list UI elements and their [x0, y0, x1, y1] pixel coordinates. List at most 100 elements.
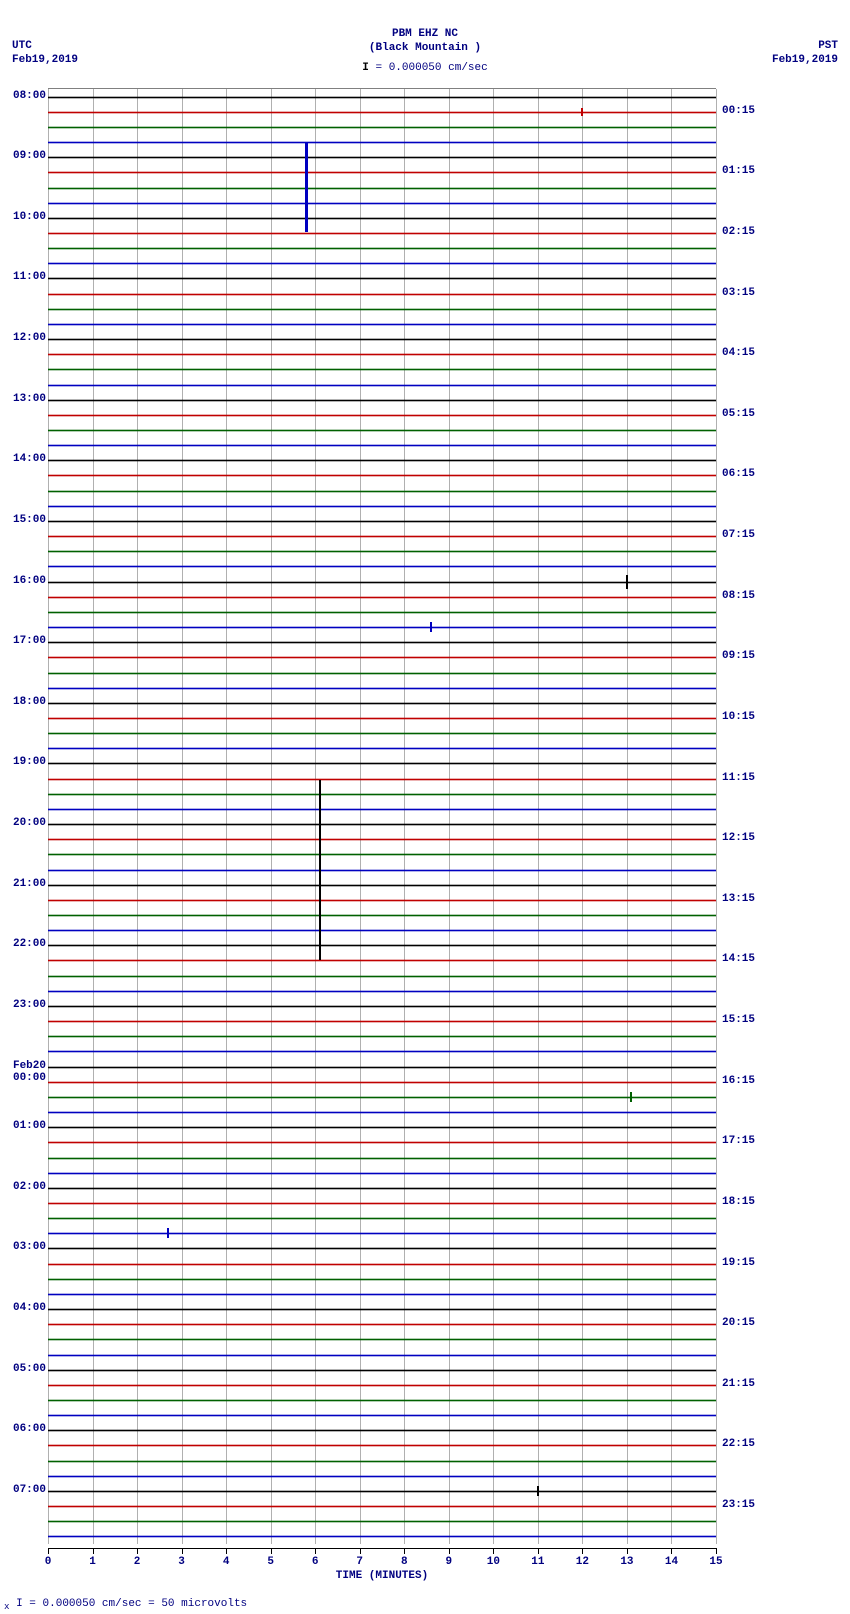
seismic-trace: [48, 1476, 716, 1477]
x-tick-label: 13: [620, 1556, 633, 1568]
seismic-trace: [48, 566, 716, 567]
seismic-trace: [48, 1430, 716, 1431]
x-tick-label: 1: [89, 1556, 96, 1568]
seismic-trace: [48, 1112, 716, 1113]
utc-label: 05:00: [0, 1363, 46, 1375]
utc-label: 07:00: [0, 1484, 46, 1496]
x-tick-label: 15: [709, 1556, 722, 1568]
seismic-trace: [48, 809, 716, 810]
seismic-spike: [537, 1486, 539, 1496]
seismic-trace: [48, 1173, 716, 1174]
pst-label: 05:15: [722, 408, 755, 420]
x-axis-line: [48, 1548, 716, 1549]
gridline: [360, 89, 361, 1544]
seismic-trace: [48, 900, 716, 901]
seismic-spike: [430, 622, 432, 632]
utc-label: 22:00: [0, 938, 46, 950]
pst-label: 10:15: [722, 711, 755, 723]
seismic-trace: [48, 748, 716, 749]
utc-label: 23:00: [0, 999, 46, 1011]
seismic-trace: [48, 1521, 716, 1522]
utc-label: 08:00: [0, 90, 46, 102]
x-tick-label: 7: [356, 1556, 363, 1568]
utc-label: 20:00: [0, 817, 46, 829]
gridline: [716, 89, 717, 1544]
seismic-trace: [48, 1142, 716, 1143]
pst-label: 03:15: [722, 287, 755, 299]
seismic-trace: [48, 385, 716, 386]
seismic-trace: [48, 1006, 716, 1007]
pst-label: 22:15: [722, 1438, 755, 1450]
seismic-trace: [48, 112, 716, 113]
x-tick-label: 4: [223, 1556, 230, 1568]
x-tick-label: 3: [178, 1556, 185, 1568]
seismic-trace: [48, 1279, 716, 1280]
utc-label: 09:00: [0, 150, 46, 162]
seismic-spike: [319, 780, 321, 960]
pst-label: 14:15: [722, 953, 755, 965]
utc-label: 01:00: [0, 1120, 46, 1132]
pst-label: 09:15: [722, 650, 755, 662]
seismic-trace: [48, 612, 716, 613]
seismic-trace: [48, 536, 716, 537]
date-left-label: Feb19,2019: [12, 54, 78, 66]
seismic-trace: [48, 1248, 716, 1249]
seismic-trace: [48, 703, 716, 704]
seismic-trace: [48, 203, 716, 204]
seismic-trace: [48, 1082, 716, 1083]
seismic-trace: [48, 1400, 716, 1401]
x-tick-label: 14: [665, 1556, 678, 1568]
x-axis-title: TIME (MINUTES): [48, 1570, 716, 1582]
seismic-trace: [48, 1355, 716, 1356]
pst-label: 13:15: [722, 893, 755, 905]
seismic-trace: [48, 1218, 716, 1219]
seismic-trace: [48, 263, 716, 264]
seismic-trace: [48, 475, 716, 476]
pst-label: 02:15: [722, 226, 755, 238]
seismic-trace: [48, 991, 716, 992]
seismic-trace: [48, 627, 716, 628]
seismic-trace: [48, 445, 716, 446]
pst-label: 08:15: [722, 590, 755, 602]
seismic-trace: [48, 248, 716, 249]
pst-label: 01:15: [722, 165, 755, 177]
x-axis: TIME (MINUTES) 0123456789101112131415: [48, 1548, 716, 1588]
utc-label: 12:00: [0, 332, 46, 344]
seismic-trace: [48, 1203, 716, 1204]
seismic-trace: [48, 157, 716, 158]
seismogram-plot: [48, 88, 716, 1544]
x-tick-label: 0: [45, 1556, 52, 1568]
seismic-spike: [626, 575, 628, 589]
seismic-trace: [48, 1158, 716, 1159]
seismic-trace: [48, 369, 716, 370]
scale-text: = 0.000050 cm/sec: [376, 62, 488, 74]
seismic-trace: [48, 1506, 716, 1507]
seismic-trace: [48, 309, 716, 310]
pst-label: 16:15: [722, 1075, 755, 1087]
seismic-trace: [48, 960, 716, 961]
gridline: [493, 89, 494, 1544]
seismic-trace: [48, 97, 716, 98]
seismic-spike: [305, 142, 308, 232]
seismic-trace: [48, 324, 716, 325]
utc-label: 21:00: [0, 878, 46, 890]
pst-label: 11:15: [722, 772, 755, 784]
seismic-trace: [48, 657, 716, 658]
seismic-trace: [48, 688, 716, 689]
tz-left-label: UTC: [12, 40, 32, 52]
seismic-trace: [48, 1385, 716, 1386]
seismic-spike: [581, 108, 583, 116]
utc-label: 19:00: [0, 756, 46, 768]
seismic-trace: [48, 870, 716, 871]
seismic-trace: [48, 885, 716, 886]
seismic-trace: [48, 824, 716, 825]
seismic-trace: [48, 839, 716, 840]
seismic-trace: [48, 430, 716, 431]
seismic-trace: [48, 976, 716, 977]
seismic-trace: [48, 460, 716, 461]
utc-label: 16:00: [0, 575, 46, 587]
gridline: [137, 89, 138, 1544]
seismic-trace: [48, 1461, 716, 1462]
tz-right-label: PST: [818, 40, 838, 52]
seismic-trace: [48, 1067, 716, 1068]
